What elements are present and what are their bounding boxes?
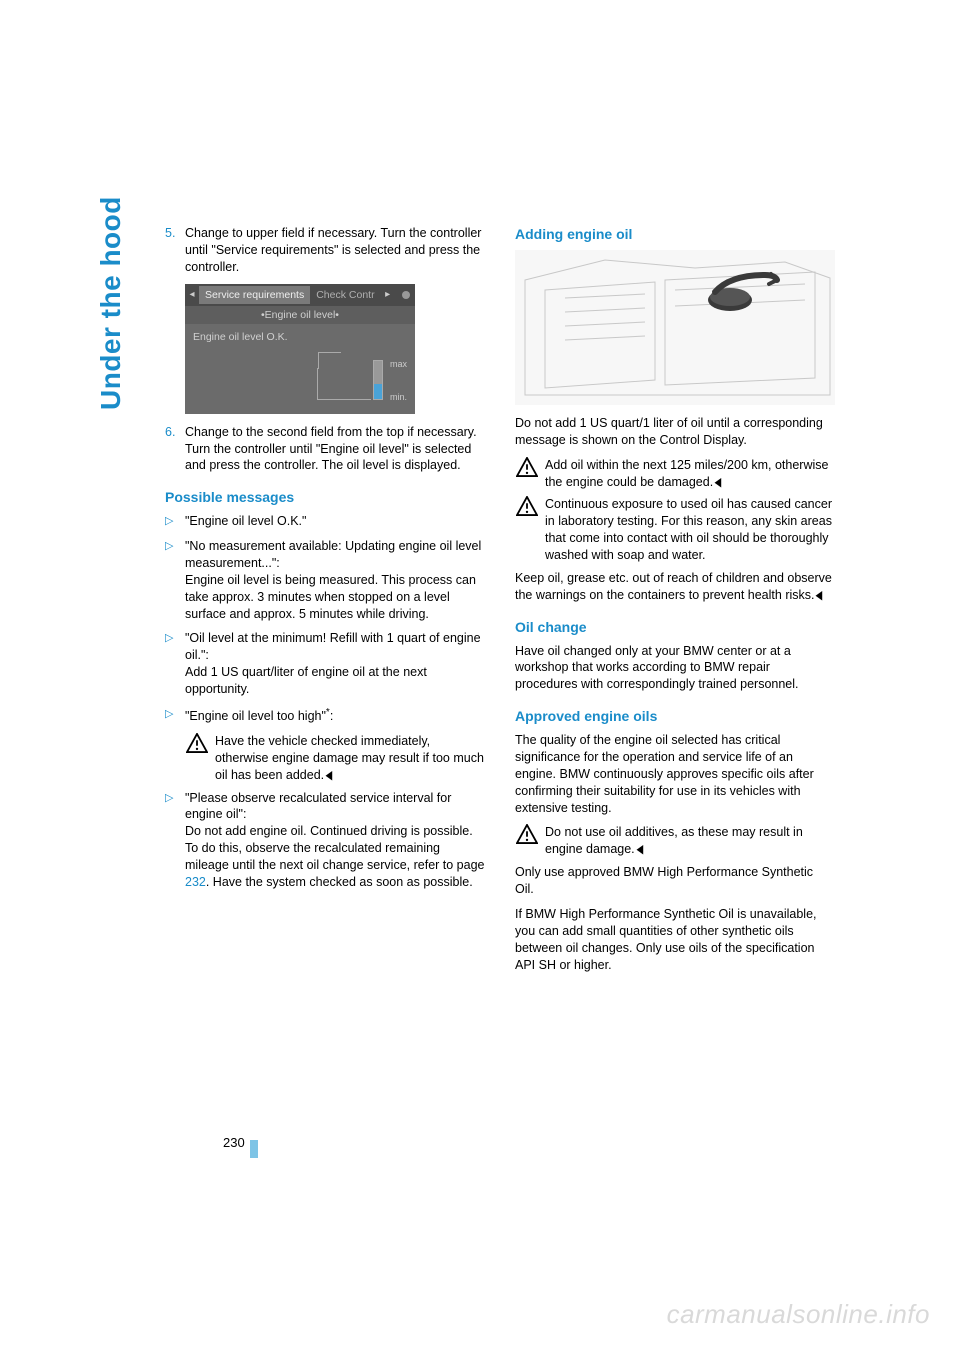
bullet-icon: ▷ xyxy=(165,513,185,530)
warning-icon xyxy=(515,824,539,844)
list-text: "Engine oil level too high"*: xyxy=(185,706,333,725)
end-marker-icon: ◀ xyxy=(816,587,823,604)
step-text: Change to upper field if necessary. Turn… xyxy=(185,225,485,276)
bullet-icon: ▷ xyxy=(165,706,185,725)
bullet-icon: ▷ xyxy=(165,538,185,622)
paragraph: Keep oil, grease etc. out of reach of ch… xyxy=(515,570,835,604)
end-marker-icon: ◀ xyxy=(326,767,333,784)
tab-check-control: Check Contr xyxy=(310,286,380,304)
screenshot-status: Engine oil level O.K. xyxy=(185,324,415,350)
paragraph: The quality of the engine oil selected h… xyxy=(515,732,835,816)
paragraph: Have oil changed only at your BMW center… xyxy=(515,643,835,694)
warning-text: Do not use oil additives, as these may r… xyxy=(545,824,835,858)
warning-block: Add oil within the next 125 miles/200 km… xyxy=(515,457,835,491)
step-text: Change to the second field from the top … xyxy=(185,424,485,475)
step-5: 5. Change to upper field if necessary. T… xyxy=(165,225,485,276)
right-arrow-icon: ▸ xyxy=(381,288,395,302)
list-text: "Engine oil level O.K." xyxy=(185,513,306,530)
warning-icon xyxy=(515,457,539,477)
idrive-screenshot: ◂ Service requirements Check Contr ▸ •En… xyxy=(185,284,415,414)
page-number: 230 xyxy=(223,1135,245,1150)
list-item: ▷ "Oil level at the minimum! Refill with… xyxy=(165,630,485,698)
warning-block: Have the vehicle checked immediately, ot… xyxy=(185,733,485,784)
paragraph: Do not add 1 US quart/1 liter of oil unt… xyxy=(515,415,835,449)
list-item: ▷ "No measurement available: Updating en… xyxy=(165,538,485,622)
end-marker-icon: ◀ xyxy=(715,474,722,491)
bullet-icon: ▷ xyxy=(165,630,185,698)
warning-block: Do not use oil additives, as these may r… xyxy=(515,824,835,858)
warning-icon xyxy=(515,496,539,516)
page-content: 5. Change to upper field if necessary. T… xyxy=(165,225,835,973)
tab-service-requirements: Service requirements xyxy=(199,286,310,304)
list-item: ▷ "Engine oil level O.K." xyxy=(165,513,485,530)
watermark: carmanualsonline.info xyxy=(667,1299,930,1330)
indicator-dot-icon xyxy=(402,291,410,299)
list-text: "Please observe recalculated service int… xyxy=(185,790,485,891)
screenshot-subtitle: •Engine oil level• xyxy=(185,306,415,324)
left-column: 5. Change to upper field if necessary. T… xyxy=(165,225,485,973)
list-item: ▷ "Please observe recalculated service i… xyxy=(165,790,485,891)
heading-approved-oils: Approved engine oils xyxy=(515,707,835,726)
paragraph: If BMW High Performance Synthetic Oil is… xyxy=(515,906,835,974)
left-arrow-icon: ◂ xyxy=(185,288,199,302)
step-number: 6. xyxy=(165,424,185,475)
end-marker-icon: ◀ xyxy=(636,841,643,858)
warning-block: Continuous exposure to used oil has caus… xyxy=(515,496,835,564)
oil-gauge-icon: max min. xyxy=(317,356,407,406)
gauge-min-label: min. xyxy=(390,391,407,403)
list-item: ▷ "Engine oil level too high"*: xyxy=(165,706,485,725)
warning-icon xyxy=(185,733,209,753)
warning-text: Have the vehicle checked immediately, ot… xyxy=(215,733,485,784)
page-marker-icon xyxy=(250,1140,258,1158)
gauge-max-label: max xyxy=(390,358,407,370)
engine-illustration xyxy=(515,250,835,405)
page-reference: 232 xyxy=(185,875,206,889)
list-text: "Oil level at the minimum! Refill with 1… xyxy=(185,630,485,698)
warning-text: Add oil within the next 125 miles/200 km… xyxy=(545,457,835,491)
step-6: 6. Change to the second field from the t… xyxy=(165,424,485,475)
paragraph: Only use approved BMW High Performance S… xyxy=(515,864,835,898)
heading-adding-oil: Adding engine oil xyxy=(515,225,835,244)
section-title-vertical: Under the hood xyxy=(95,196,127,410)
bullet-icon: ▷ xyxy=(165,790,185,891)
warning-text: Continuous exposure to used oil has caus… xyxy=(545,496,835,564)
heading-possible-messages: Possible messages xyxy=(165,488,485,507)
step-number: 5. xyxy=(165,225,185,276)
heading-oil-change: Oil change xyxy=(515,618,835,637)
right-column: Adding engine oil Do not add 1 US quart/… xyxy=(515,225,835,973)
list-text: "No measurement available: Updating engi… xyxy=(185,538,485,622)
